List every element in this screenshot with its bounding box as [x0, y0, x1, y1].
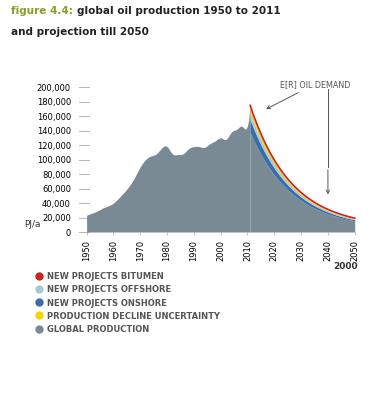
Text: PJ/a: PJ/a: [25, 220, 41, 229]
Text: E[R] OIL DEMAND: E[R] OIL DEMAND: [267, 80, 350, 109]
Text: global oil production 1950 to 2011: global oil production 1950 to 2011: [77, 6, 280, 16]
Text: 2000: 2000: [333, 262, 358, 271]
Text: figure 4.4:: figure 4.4:: [11, 6, 77, 16]
Text: and projection till 2050: and projection till 2050: [11, 27, 149, 37]
Legend: NEW PROJECTS BITUMEN, NEW PROJECTS OFFSHORE, NEW PROJECTS ONSHORE, PRODUCTION DE: NEW PROJECTS BITUMEN, NEW PROJECTS OFFSH…: [31, 269, 224, 337]
